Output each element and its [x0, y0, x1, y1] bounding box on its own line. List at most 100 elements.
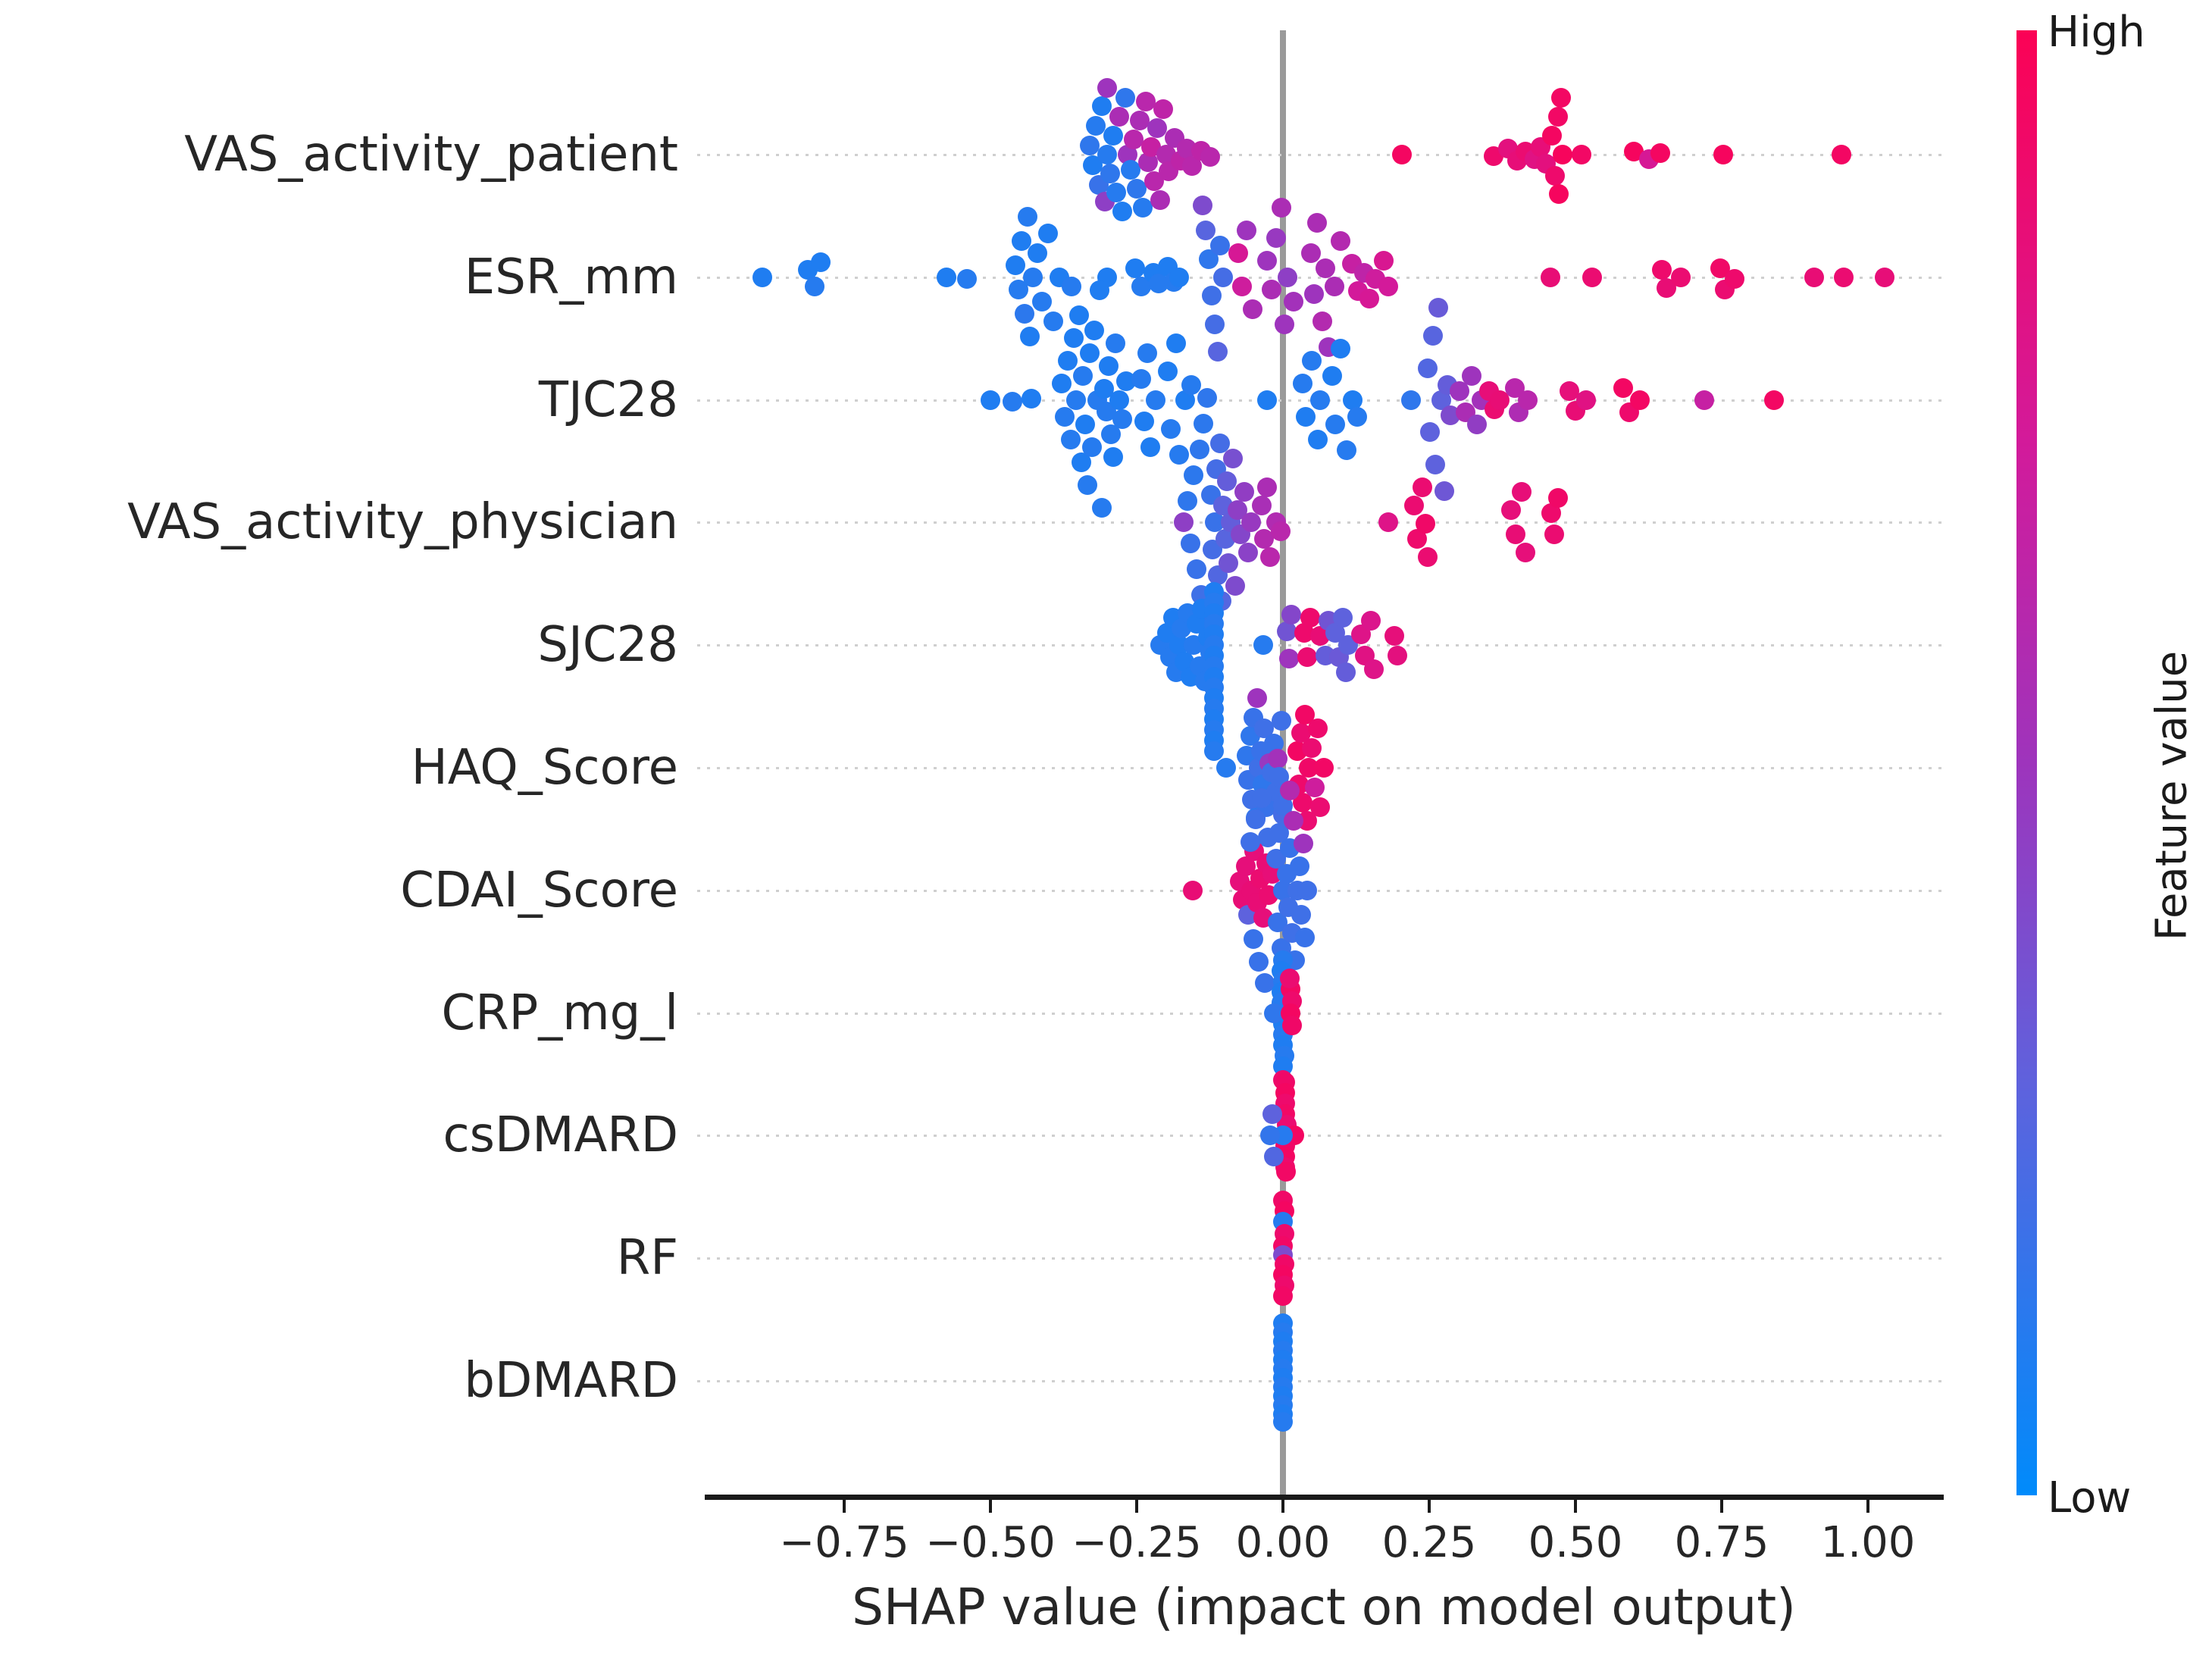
data-point	[1575, 390, 1596, 410]
data-point	[1098, 355, 1119, 376]
data-point	[1515, 543, 1535, 563]
data-point	[1419, 421, 1440, 442]
colorbar-gradient	[2016, 30, 2037, 1495]
data-point	[1428, 297, 1449, 318]
data-point	[1804, 267, 1824, 287]
data-point	[1106, 183, 1126, 202]
data-point	[1252, 496, 1272, 516]
data-point	[1147, 118, 1168, 138]
data-point	[1278, 267, 1298, 287]
row-gridline	[697, 889, 1941, 892]
data-point	[1301, 243, 1322, 263]
data-point	[1085, 116, 1106, 136]
y-axis-label-ESR_mm: ESR_mm	[464, 249, 678, 305]
data-point	[1264, 1147, 1284, 1167]
y-axis-label-SJC28: SJC28	[537, 617, 678, 674]
data-point	[1129, 111, 1150, 130]
data-point	[1153, 99, 1173, 119]
data-point	[1289, 856, 1309, 876]
data-point	[1166, 333, 1187, 353]
data-point	[1157, 361, 1178, 381]
colorbar-low-label: Low	[2048, 1473, 2132, 1523]
data-point	[1297, 647, 1318, 668]
data-point	[1388, 646, 1408, 666]
row-gridline	[697, 154, 1941, 156]
data-point	[1425, 454, 1446, 474]
data-point	[1255, 972, 1275, 993]
data-point	[1075, 414, 1096, 434]
data-point	[1181, 374, 1201, 395]
data-point	[1301, 738, 1322, 758]
data-point	[1384, 626, 1404, 646]
y-axis-label-HAQ_Score: HAQ_Score	[411, 740, 678, 796]
data-point	[1246, 809, 1266, 829]
data-point	[1378, 276, 1398, 296]
data-point	[1140, 437, 1160, 457]
data-point	[1146, 390, 1166, 410]
data-point	[1307, 718, 1328, 738]
data-point	[1276, 621, 1297, 642]
data-point	[1203, 741, 1224, 762]
data-point	[1300, 608, 1320, 628]
data-point	[1283, 291, 1303, 311]
data-point	[752, 267, 772, 287]
data-point	[1501, 500, 1522, 521]
data-point	[1417, 547, 1438, 568]
data-point	[1542, 126, 1563, 146]
data-point	[1069, 305, 1090, 325]
x-tick-label: −0.75	[779, 1518, 909, 1567]
data-point	[1266, 227, 1286, 248]
data-point	[1243, 928, 1263, 949]
data-point	[1547, 488, 1568, 509]
data-point	[1417, 358, 1438, 378]
data-point	[1022, 388, 1042, 409]
data-point	[1189, 440, 1209, 460]
data-point	[1011, 230, 1031, 251]
data-point	[1280, 780, 1300, 800]
data-point	[981, 390, 1000, 410]
data-point	[1066, 390, 1087, 410]
data-point	[1303, 283, 1324, 304]
row-gridline	[697, 1380, 1941, 1382]
data-point	[1359, 288, 1380, 308]
x-tick-mark	[1866, 1500, 1869, 1513]
data-point	[1237, 543, 1258, 563]
data-point	[1273, 1286, 1293, 1307]
data-point	[1115, 88, 1135, 108]
data-point	[1310, 390, 1331, 410]
data-point	[1378, 512, 1398, 533]
data-point	[1057, 350, 1078, 371]
row-gridline	[697, 521, 1941, 524]
y-axis-label-bDMARD: bDMARD	[464, 1353, 678, 1409]
data-point	[1173, 512, 1194, 533]
data-point	[1467, 414, 1488, 434]
data-point	[1295, 927, 1316, 947]
data-point	[1150, 190, 1170, 210]
data-point	[1274, 314, 1294, 334]
data-point	[1219, 553, 1239, 574]
data-point	[1112, 202, 1132, 221]
data-point	[1204, 314, 1225, 334]
data-point	[1060, 429, 1081, 449]
data-point	[1629, 390, 1650, 410]
data-point	[1337, 440, 1357, 460]
data-point	[1052, 373, 1072, 393]
data-point	[1183, 465, 1203, 486]
data-point	[1296, 406, 1316, 427]
data-point	[1124, 130, 1144, 149]
data-point	[1833, 267, 1854, 287]
data-point	[1391, 145, 1412, 164]
data-point	[1304, 778, 1325, 797]
data-point	[1764, 390, 1785, 410]
colorbar-title: Feature value	[2147, 650, 2197, 941]
data-point	[1670, 267, 1691, 287]
data-point	[1213, 267, 1234, 287]
data-point	[1072, 365, 1093, 386]
data-point	[1131, 368, 1152, 389]
data-point	[1194, 414, 1213, 434]
data-point	[1272, 197, 1292, 218]
data-point	[1210, 235, 1231, 255]
data-point	[1506, 524, 1526, 545]
data-point	[1097, 145, 1118, 164]
